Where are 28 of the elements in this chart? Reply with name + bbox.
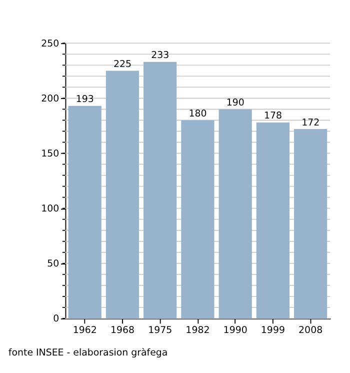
source-note: fonte INSEE - elaborasion gràfega [8,347,168,358]
x-tick-label: 2008 [298,325,323,336]
x-tick-label: 1968 [110,325,134,336]
data-label: 190 [226,97,244,108]
y-tick-label: 50 [47,258,60,270]
bar [256,122,290,318]
x-tick-label: 1975 [148,325,172,336]
data-label: 225 [113,58,132,70]
x-tick-label: 1982 [186,325,210,336]
data-label: 233 [151,50,170,62]
bar [68,106,102,318]
x-tick-label: 1990 [223,325,248,336]
y-tick-label: 250 [41,38,60,50]
data-label: 180 [188,108,207,120]
x-tick-label: 1999 [260,325,285,336]
bar [181,120,214,318]
data-label: 172 [302,117,320,128]
x-tick-label: 1962 [72,325,97,336]
y-tick-label: 150 [41,148,60,160]
y-tick-label: 200 [41,94,60,105]
bar [144,62,177,318]
y-tick-label: 0 [53,314,60,325]
data-label: 193 [76,94,94,106]
data-label: 178 [264,110,282,122]
y-tick-label: 100 [41,204,60,215]
bar [106,70,140,318]
bar [294,129,328,318]
bar [218,109,252,318]
